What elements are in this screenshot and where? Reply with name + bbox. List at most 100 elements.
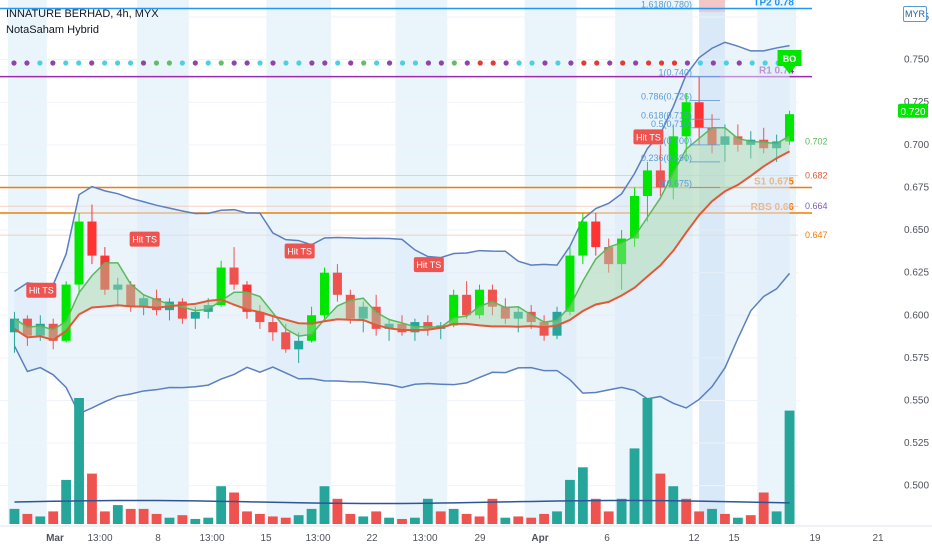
bollinger-lower [13,272,791,415]
volume-bar [177,515,188,524]
price-tick: 0.725 [904,97,929,108]
candle-body [785,114,795,142]
signal-dot [412,60,419,66]
time-axis-bg [0,526,932,550]
volume-bar [526,517,537,524]
signal-dot [697,60,703,66]
price-axis-bg [896,0,932,550]
volume-bar [577,467,588,524]
signal-dot [309,60,315,66]
candle-body [74,221,84,285]
candle-body [87,221,97,256]
candle-body [294,340,304,350]
signal-dot [50,60,56,66]
hit-ts-tag [284,243,315,259]
signal-dot [684,60,691,66]
indicator-title[interactable]: NotaSaham Hybrid [6,24,99,36]
volume-bar [61,479,72,524]
price-tick: 0.500 [904,481,929,492]
side-value-label: 0.702 [805,136,828,146]
volume-bar [771,511,782,524]
volume-bar [151,513,162,524]
symbol-title[interactable]: INNATURE BERHAD, 4h, MYX [6,8,159,20]
candle-body [733,136,743,145]
volume-bar [655,473,666,524]
volume-bar [99,511,110,524]
signal-dot [257,60,263,66]
time-tick: Mar [46,533,64,544]
volume-bar [758,492,769,524]
hit-ts-text: Hit TS [636,132,661,142]
last-price-tag [898,103,928,118]
signal-dot [710,60,716,66]
volume-bar [332,498,343,524]
signal-dot [477,60,483,66]
candle-body [552,311,562,336]
candle-body [48,323,58,341]
volume-bar [513,516,524,524]
signal-dot [671,60,678,66]
currency-badge[interactable]: MYR [903,6,927,22]
time-tick: 13:00 [412,533,437,544]
volume-bar [358,516,369,524]
signal-dot [451,60,457,66]
signal-dot [127,60,134,66]
volume-bar [254,513,265,524]
volume-bar [720,513,730,524]
volume-bar [319,486,330,524]
signal-dot [102,60,108,66]
price-tick: 0.675 [904,182,929,193]
highlight-band-top [699,0,725,12]
signal-dot [633,60,639,66]
signal-dot [192,60,198,66]
signal-dot [529,60,535,66]
signal-dot [63,60,69,66]
signal-dot [438,60,444,66]
price-tick: 0.600 [904,310,929,321]
volume-bar [461,513,472,524]
signal-dot [736,60,742,66]
candle-body [604,247,614,265]
candle-body [591,221,601,248]
signal-dot [140,60,147,66]
volume-bar [552,511,562,524]
signal-dot [620,60,626,66]
volume-bar [500,517,511,524]
candle-body [578,221,588,256]
signal-dot [542,60,548,66]
volume-bar [74,398,84,524]
candle-body [358,306,368,319]
signal-dot [645,60,652,66]
volume-bar [35,516,46,524]
signal-dot [76,60,82,66]
time-tick: 21 [872,533,884,544]
volume-bar [293,515,304,524]
candle-body [655,170,665,188]
signal-dot [322,60,328,66]
volume-bar [784,410,795,524]
candle-body [474,289,485,316]
time-tick: 13:00 [87,533,112,544]
candle-body [397,323,407,333]
candle-body [759,139,769,149]
volume-bar [707,508,717,524]
signal-dot [11,60,17,66]
fib-label: 0.618(0.715) [641,110,692,120]
signal-dot [115,60,121,66]
side-value-label: 0.664 [805,201,828,211]
signal-dot [244,60,250,66]
volume-bar [539,513,550,524]
candle-body [268,322,278,333]
session-band [8,0,47,524]
candle-body [565,255,575,312]
ma-slow-line [13,150,791,342]
signal-dot [555,60,561,66]
signal-dot [166,60,173,66]
volume-bar [642,398,653,524]
volume-bar [422,498,433,524]
time-tick: 6 [604,533,610,544]
candle-body [242,284,252,312]
volume-bar [371,511,382,524]
candle-body [462,294,472,316]
